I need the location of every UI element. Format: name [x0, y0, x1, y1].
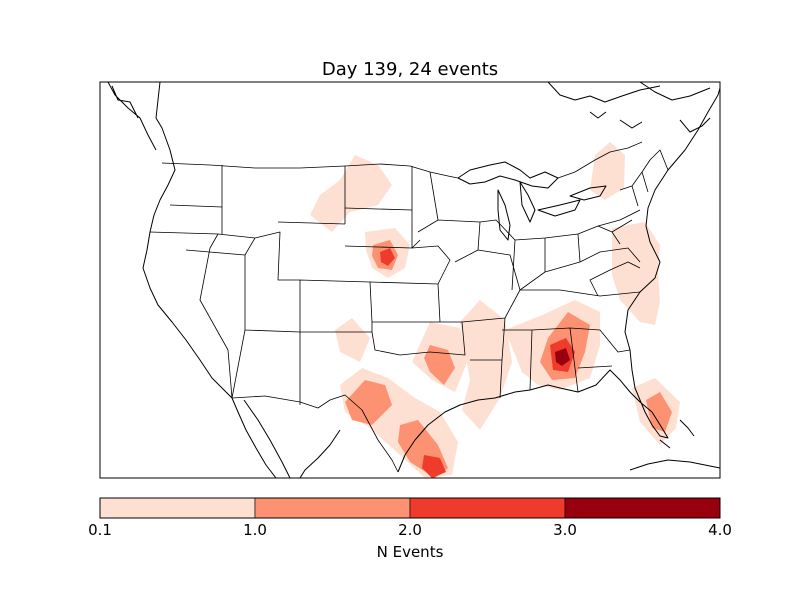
event-contour	[380, 248, 395, 266]
chart-title: Day 139, 24 events	[322, 59, 498, 80]
event-contour	[424, 345, 455, 385]
event-contour	[335, 318, 370, 362]
canada-islands	[547, 82, 711, 133]
western-states	[149, 165, 440, 405]
northeast-states	[579, 149, 669, 263]
colorbar-segment	[254, 497, 411, 519]
event-contour	[646, 392, 672, 432]
map-area	[107, 82, 720, 478]
colorbar-segments	[99, 497, 721, 519]
event-contours	[310, 142, 680, 478]
event-contour	[460, 300, 512, 430]
colorbar-tick-label: 3.0	[553, 521, 577, 539]
state-borders	[149, 141, 669, 473]
colorbar-segment	[564, 497, 721, 519]
us-canada-border	[161, 141, 643, 179]
colorbar-segment	[409, 497, 566, 519]
colorbar-ticks: 0.1 1.0 2.0 3.0 4.0	[88, 521, 732, 539]
map-frame	[99, 81, 721, 479]
baja-coastline	[231, 397, 291, 478]
atlantic-coastline	[624, 87, 720, 351]
colorbar-tick-label: 0.1	[88, 521, 112, 539]
great-lakes	[457, 161, 607, 241]
event-contour	[345, 380, 392, 425]
colorbar-tick-label: 4.0	[708, 521, 732, 539]
event-contour	[422, 455, 446, 478]
southern-states	[461, 261, 641, 399]
colorbar-label: N Events	[377, 543, 444, 561]
cuba-bahamas	[629, 419, 720, 471]
gulf-coastline	[299, 349, 669, 478]
event-contour	[590, 142, 625, 200]
coastline	[107, 82, 720, 478]
colorbar-tick-label: 1.0	[243, 521, 267, 539]
us-mexico-border	[231, 394, 399, 473]
event-contour	[555, 348, 570, 366]
pacific-coastline	[142, 82, 233, 399]
event-contour	[310, 155, 392, 232]
colorbar-frame	[99, 497, 721, 519]
colorbar-segment	[99, 497, 256, 519]
canada-coast-west	[107, 82, 157, 151]
colorbar-tick-label: 2.0	[398, 521, 422, 539]
midwest-states	[411, 171, 621, 291]
event-contour	[612, 222, 660, 325]
colorbar: 0.1 1.0 2.0 3.0 4.0 N Events	[88, 497, 732, 561]
